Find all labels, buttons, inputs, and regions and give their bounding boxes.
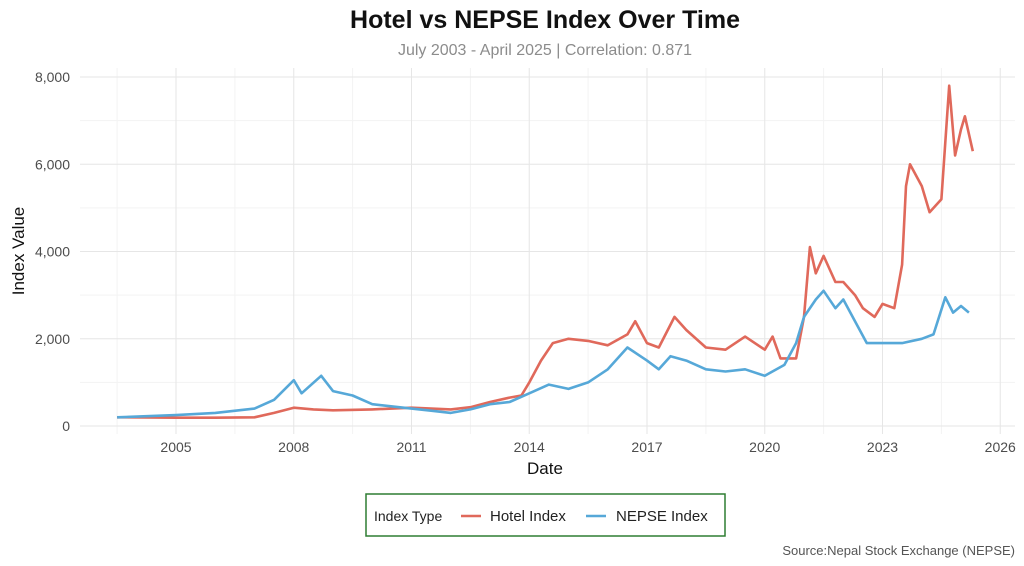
y-tick-label: 4,000 (35, 244, 70, 260)
x-tick-label: 2017 (631, 439, 662, 455)
legend-label-nepse: NEPSE Index (616, 508, 708, 525)
x-tick-label: 2014 (514, 439, 545, 455)
x-axis-label: Date (527, 459, 563, 478)
source-caption: Source:Nepal Stock Exchange (NEPSE) (782, 543, 1015, 558)
series-lines (117, 84, 975, 419)
x-tick-label: 2005 (160, 439, 191, 455)
legend: Index Type Hotel Index NEPSE Index (365, 493, 726, 537)
legend-label-hotel: Hotel Index (490, 508, 566, 525)
legend-box (365, 493, 726, 537)
y-tick-label: 8,000 (35, 69, 70, 85)
chart-title: Hotel vs NEPSE Index Over Time (350, 6, 740, 34)
x-tick-label: 2023 (867, 439, 898, 455)
x-tick-label: 2026 (985, 439, 1016, 455)
legend-title: Index Type (374, 508, 442, 524)
x-tick-label: 2008 (278, 439, 309, 455)
hotel-index-line (117, 84, 975, 419)
axis-ticks: 2005 2008 2011 2014 2017 2020 2023 2026 0 2,000 4,… (35, 69, 1016, 455)
x-tick-label: 2020 (749, 439, 780, 455)
chart-subtitle: July 2003 - April 2025 | Correlation: 0.… (398, 42, 692, 59)
y-axis-label: Index Value (9, 207, 28, 296)
y-tick-label: 6,000 (35, 156, 70, 172)
y-tick-label: 2,000 (35, 331, 70, 347)
gridlines (80, 68, 1015, 434)
y-tick-label: 0 (62, 418, 70, 434)
nepse-index-line (117, 289, 970, 419)
x-tick-label: 2011 (396, 439, 426, 455)
